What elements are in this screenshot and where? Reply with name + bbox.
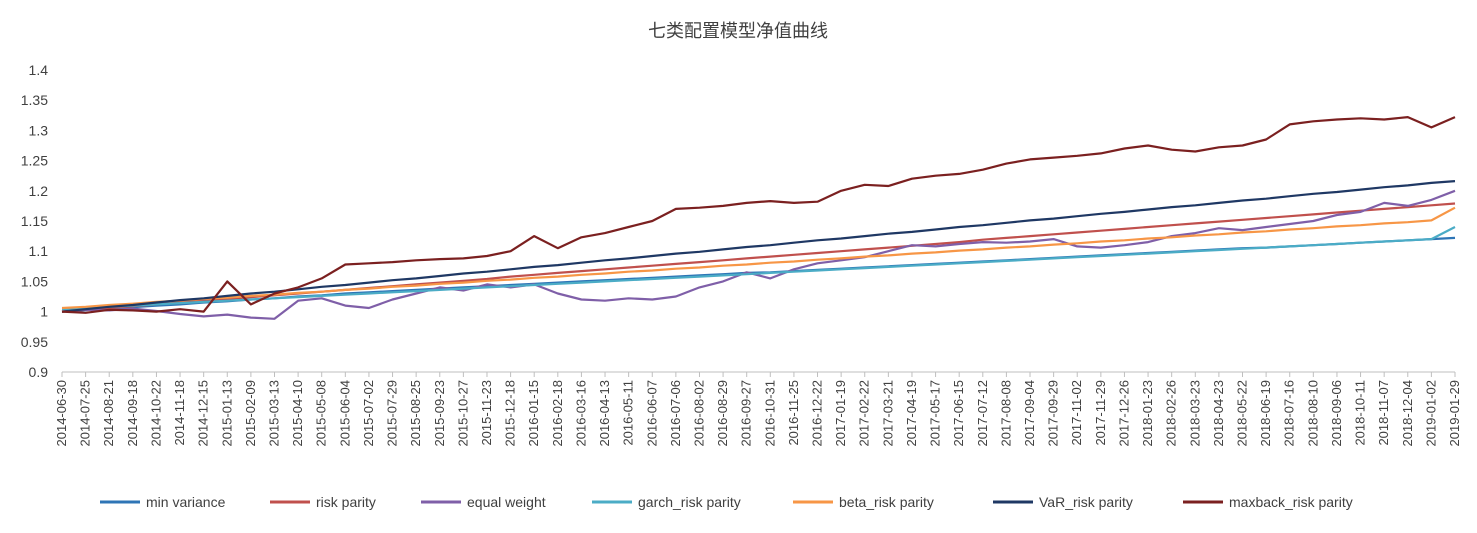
x-tick-label: 2017-09-04 bbox=[1022, 380, 1037, 447]
y-tick-label: 1.25 bbox=[21, 153, 48, 169]
x-tick-label: 2014-08-21 bbox=[101, 380, 116, 447]
series-line-maxback-risk-parity bbox=[61, 115, 1456, 314]
y-tick-label: 1.1 bbox=[29, 243, 49, 259]
x-tick-label: 2016-12-22 bbox=[810, 380, 825, 447]
y-tick-label: 0.95 bbox=[21, 334, 48, 350]
legend-label: risk parity bbox=[316, 494, 376, 510]
x-tick-label: 2016-04-13 bbox=[597, 380, 612, 447]
x-tick-label: 2018-09-06 bbox=[1329, 380, 1344, 447]
x-tick-label: 2019-01-02 bbox=[1423, 380, 1438, 447]
x-tick-label: 2016-06-07 bbox=[644, 380, 659, 447]
x-tick-label: 2015-11-23 bbox=[479, 380, 494, 446]
y-tick-label: 1.2 bbox=[29, 183, 49, 199]
legend-label: maxback_risk parity bbox=[1229, 494, 1353, 510]
series-lines bbox=[61, 115, 1456, 320]
x-tick-label: 2018-10-11 bbox=[1353, 380, 1368, 446]
x-tick-label: 2015-12-18 bbox=[503, 380, 518, 447]
x-tick-label: 2018-05-22 bbox=[1235, 380, 1250, 447]
x-tick-label: 2017-11-02 bbox=[1069, 380, 1084, 446]
x-tick-label: 2016-10-31 bbox=[762, 380, 777, 447]
x-tick-label: 2018-02-26 bbox=[1164, 380, 1179, 447]
x-tick-label: 2016-02-18 bbox=[550, 380, 565, 447]
x-tick-label: 2015-08-25 bbox=[408, 380, 423, 447]
x-tick-label: 2018-11-07 bbox=[1376, 380, 1391, 446]
x-tick-label: 2016-08-02 bbox=[691, 380, 706, 447]
x-tick-label: 2014-11-18 bbox=[172, 380, 187, 446]
y-tick-label: 1.05 bbox=[21, 273, 48, 289]
x-tick-label: 2017-07-12 bbox=[975, 380, 990, 447]
x-tick-label: 2014-12-15 bbox=[196, 380, 211, 447]
y-tick-label: 1.15 bbox=[21, 213, 48, 229]
y-tick-label: 1.4 bbox=[29, 62, 49, 78]
legend-label: beta_risk parity bbox=[839, 494, 934, 510]
x-tick-label: 2018-04-23 bbox=[1211, 380, 1226, 447]
x-tick-label: 2015-07-02 bbox=[361, 380, 376, 447]
x-tick-label: 2014-07-25 bbox=[78, 380, 93, 447]
x-tick-label: 2017-05-17 bbox=[928, 380, 943, 447]
x-tick-label: 2018-06-19 bbox=[1258, 380, 1273, 447]
x-tick-label: 2015-01-13 bbox=[219, 380, 234, 447]
x-tick-label: 2016-07-06 bbox=[668, 380, 683, 447]
x-tick-label: 2014-09-18 bbox=[125, 380, 140, 447]
x-tick-label: 2017-02-22 bbox=[857, 380, 872, 447]
x-tick-label: 2017-09-29 bbox=[1046, 380, 1061, 447]
legend-label: equal weight bbox=[467, 494, 546, 510]
series-line-garch-risk-parity bbox=[61, 226, 1456, 311]
x-tick-label: 2015-05-08 bbox=[314, 380, 329, 447]
x-tick-label: 2015-02-09 bbox=[243, 380, 258, 447]
x-tick-label: 2015-03-13 bbox=[266, 380, 281, 447]
y-tick-label: 1.3 bbox=[29, 122, 49, 138]
x-tick-label: 2014-06-30 bbox=[54, 380, 69, 447]
x-tick-label: 2016-11-25 bbox=[786, 380, 801, 446]
series-line-beta-risk-parity bbox=[61, 206, 1456, 310]
x-tick-label: 2016-09-27 bbox=[739, 380, 754, 447]
x-tick-label: 2018-01-23 bbox=[1140, 380, 1155, 447]
x-tick-label: 2015-09-23 bbox=[432, 380, 447, 447]
x-tick-label: 2019-01-29 bbox=[1447, 380, 1462, 447]
x-tick-label: 2016-05-11 bbox=[621, 380, 636, 446]
x-tick-label: 2016-01-15 bbox=[526, 380, 541, 447]
x-tick-label: 2017-11-29 bbox=[1093, 380, 1108, 446]
x-axis: 2014-06-30 2014-07-25 2014-08-21 2014-09-18… bbox=[54, 371, 1462, 447]
y-tick-label: 1 bbox=[40, 304, 48, 320]
legend: min variance risk parity equal weight garch… bbox=[100, 494, 1353, 510]
x-tick-label: 2015-06-04 bbox=[337, 380, 352, 447]
x-tick-label: 2015-04-10 bbox=[290, 380, 305, 447]
x-tick-label: 2014-10-22 bbox=[148, 380, 163, 447]
legend-label: VaR_risk parity bbox=[1039, 494, 1133, 510]
x-tick-label: 2018-08-10 bbox=[1305, 380, 1320, 447]
x-tick-label: 2018-03-23 bbox=[1187, 380, 1202, 447]
series-line-var-risk-parity bbox=[61, 180, 1456, 313]
x-tick-label: 2016-03-16 bbox=[573, 380, 588, 447]
x-tick-label: 2018-12-04 bbox=[1400, 380, 1415, 447]
series-line-equal-weight bbox=[61, 189, 1456, 320]
chart-title: 七类配置模型净值曲线 bbox=[648, 21, 828, 42]
y-axis: 0.9 0.95 1 1.05 1.1 1.15 1.2 1.25 1.3 1.35 1.4 bbox=[21, 62, 48, 380]
x-tick-label: 2015-07-29 bbox=[385, 380, 400, 447]
legend-label: min variance bbox=[146, 494, 226, 510]
x-tick-label: 2017-03-21 bbox=[880, 380, 895, 447]
x-tick-label: 2015-10-27 bbox=[455, 380, 470, 447]
x-tick-label: 2018-07-16 bbox=[1282, 380, 1297, 447]
x-tick-label: 2017-12-26 bbox=[1116, 380, 1131, 447]
x-tick-label: 2017-04-19 bbox=[904, 380, 919, 447]
x-tick-label: 2017-06-15 bbox=[951, 380, 966, 447]
y-tick-label: 0.9 bbox=[29, 364, 49, 380]
y-tick-label: 1.35 bbox=[21, 92, 48, 108]
legend-label: garch_risk parity bbox=[638, 494, 741, 510]
x-tick-label: 2017-08-08 bbox=[998, 380, 1013, 447]
x-tick-label: 2016-08-29 bbox=[715, 380, 730, 447]
x-tick-label: 2017-01-19 bbox=[833, 380, 848, 447]
